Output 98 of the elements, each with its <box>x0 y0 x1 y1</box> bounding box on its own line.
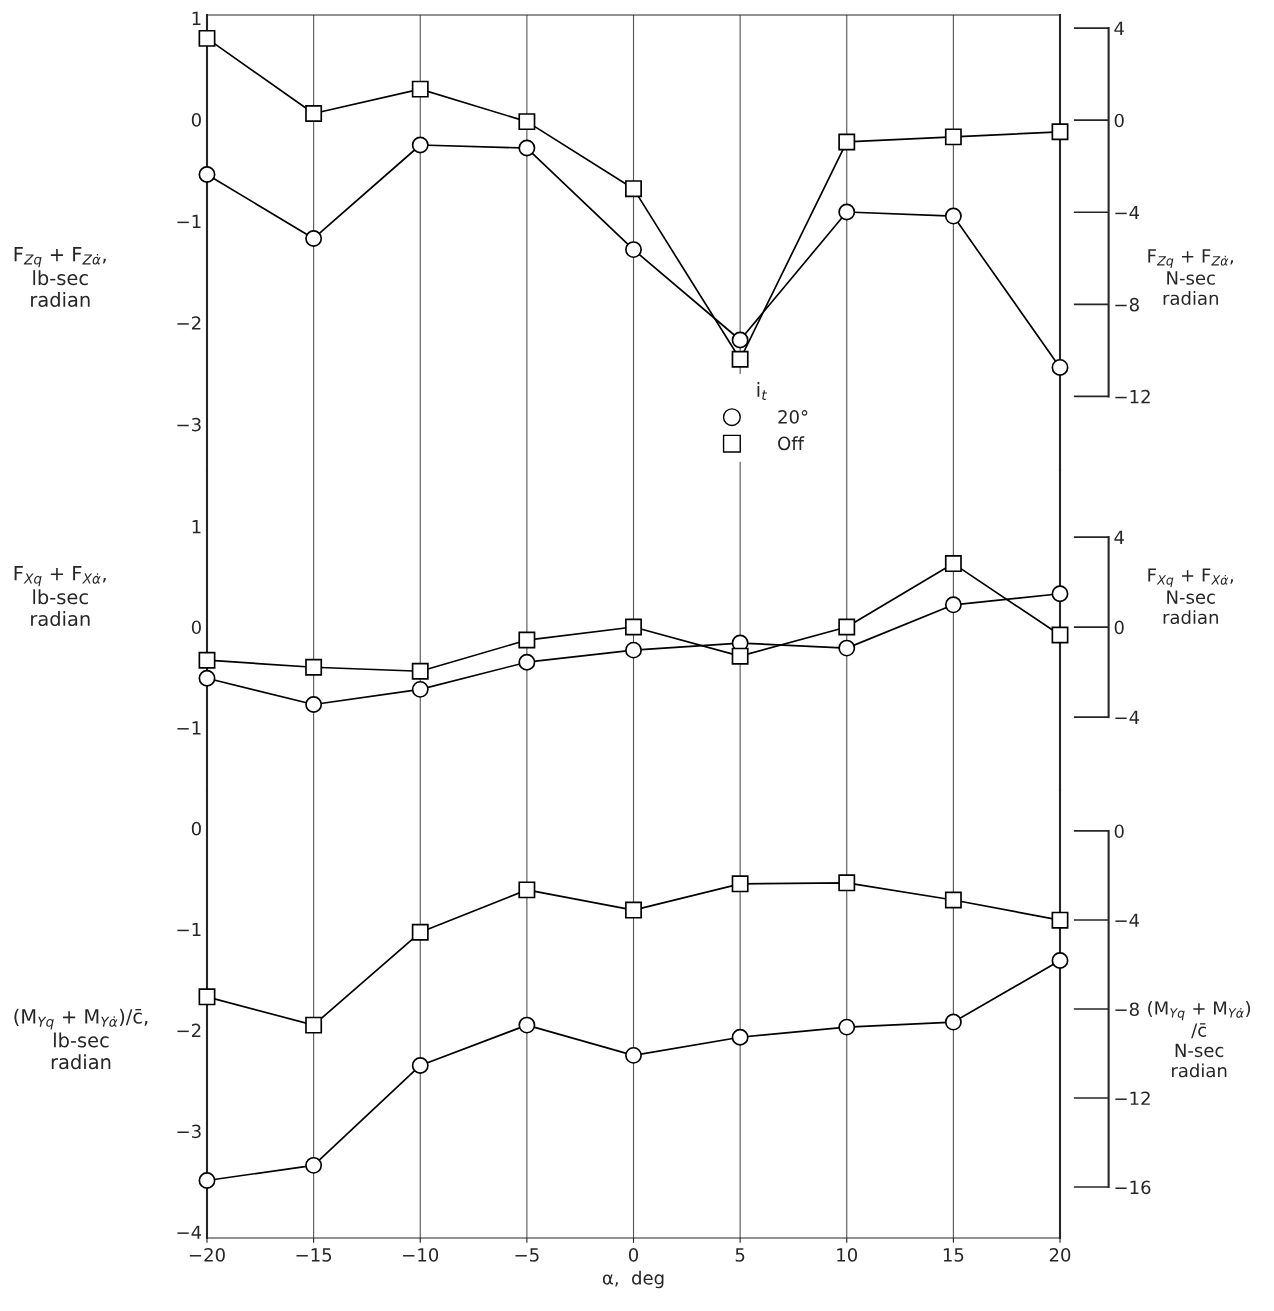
point <box>944 555 962 573</box>
x-tick-label: −10 <box>403 1248 439 1262</box>
point <box>518 631 536 649</box>
point <box>1051 952 1069 969</box>
y-tick-label: 0 <box>191 821 201 836</box>
point <box>944 891 962 909</box>
x-tick-label: 10 <box>837 1248 858 1262</box>
point <box>838 639 856 657</box>
point <box>944 207 962 225</box>
y-axis-title: F$_{Xq}$ + F$_{Xα̇}$, lb-sec radian <box>14 566 106 627</box>
y-tick-label: −1 <box>177 922 201 937</box>
point <box>198 988 216 1006</box>
point <box>411 1056 429 1074</box>
point <box>305 658 323 676</box>
y2-axis-title: F$_{Xq}$ + F$_{Xα̇}$, N-sec radian <box>1148 568 1233 625</box>
y2-tick-label: −4 <box>1115 913 1140 927</box>
point <box>411 680 429 698</box>
text: (M$_{Yq}$ + M$_{Yα̇}$) /c̄ N-sec radian <box>1148 1000 1251 1078</box>
point <box>305 695 323 713</box>
y-axis-title: F$_{Zq}$ + F$_{Zα̇}$, lb-sec radian <box>14 247 106 308</box>
point <box>625 241 642 259</box>
point <box>838 874 856 892</box>
y2-tick-label: −4 <box>1115 710 1140 724</box>
x-tick-label: 15 <box>943 1248 964 1262</box>
y2-tick-label: −4 <box>1115 205 1140 220</box>
x-tick-label: 20 <box>1049 1248 1071 1262</box>
x-tick-label: 5 <box>735 1248 745 1262</box>
point <box>1051 585 1069 603</box>
y-tick-label: −2 <box>177 316 201 330</box>
point <box>411 923 429 941</box>
point <box>838 1018 856 1036</box>
point <box>838 203 856 221</box>
point <box>1051 358 1069 376</box>
point <box>731 875 749 893</box>
y-tick-label: −1 <box>177 721 201 735</box>
y2-tick-label: −12 <box>1115 389 1150 404</box>
y2-tick-label: −12 <box>1115 1091 1150 1105</box>
y-tick-label: −1 <box>177 214 201 229</box>
x-tick-label: −20 <box>189 1248 225 1262</box>
point <box>838 618 856 636</box>
point <box>198 669 216 687</box>
point <box>198 165 216 183</box>
point <box>1051 123 1069 141</box>
x-tick-label: 0 <box>628 1248 639 1262</box>
legend-label: Off <box>778 436 805 451</box>
legend-title: i$_{t}$ <box>757 381 768 400</box>
point <box>1051 911 1069 929</box>
point <box>944 128 962 146</box>
point <box>198 29 216 47</box>
y-tick-label: 0 <box>191 620 201 635</box>
y2-tick-label: 0 <box>1114 113 1124 128</box>
point <box>731 331 749 349</box>
point <box>198 1172 216 1189</box>
point <box>411 136 429 154</box>
point <box>625 618 642 636</box>
point <box>731 647 749 665</box>
point <box>944 1013 962 1031</box>
y-tick-label: −2 <box>177 1023 201 1037</box>
point <box>731 350 749 368</box>
legend-label: 20° <box>778 410 808 424</box>
x-axis-title: α, deg <box>602 1270 664 1289</box>
y2-tick-label: −16 <box>1115 1180 1151 1195</box>
point <box>198 651 216 669</box>
y2-tick-label: −8 <box>1115 1002 1139 1017</box>
y-tick-label: −4 <box>177 1225 202 1239</box>
point <box>518 113 536 131</box>
point <box>305 229 323 247</box>
point <box>625 1046 642 1064</box>
y-tick-label: 1 <box>192 520 201 534</box>
point <box>518 1016 536 1034</box>
point <box>305 1156 323 1174</box>
point <box>838 133 856 151</box>
y-axis-title: (M$_{Yq}$ + M$_{Yα̇}$)/c̄, lb-sec radian <box>14 1008 148 1070</box>
point <box>411 662 429 680</box>
y-tick-label: −3 <box>177 417 201 432</box>
point <box>518 653 536 671</box>
y2-tick-label: 0 <box>1114 824 1124 839</box>
point <box>305 1016 323 1034</box>
point <box>625 641 642 659</box>
y2-tick-label: −8 <box>1115 297 1139 312</box>
y-tick-label: −3 <box>177 1124 201 1139</box>
point <box>411 80 429 98</box>
y2-tick-label: 4 <box>1114 530 1124 544</box>
point <box>625 180 642 198</box>
point <box>731 1028 749 1046</box>
point <box>1051 626 1069 644</box>
point <box>944 596 962 614</box>
y-tick-label: 0 <box>191 113 201 127</box>
y2-axis-title: F$_{Zq}$ + F$_{Zα̇}$, N-sec radian <box>1148 249 1233 306</box>
point <box>625 901 642 919</box>
point <box>518 881 536 899</box>
point <box>518 139 536 157</box>
point <box>305 105 323 122</box>
y-tick-label: 1 <box>192 11 201 25</box>
y2-tick-label: 0 <box>1114 620 1124 635</box>
x-tick-label: −15 <box>296 1248 332 1262</box>
y2-tick-label: 4 <box>1114 21 1124 35</box>
x-tick-label: −5 <box>515 1248 539 1262</box>
